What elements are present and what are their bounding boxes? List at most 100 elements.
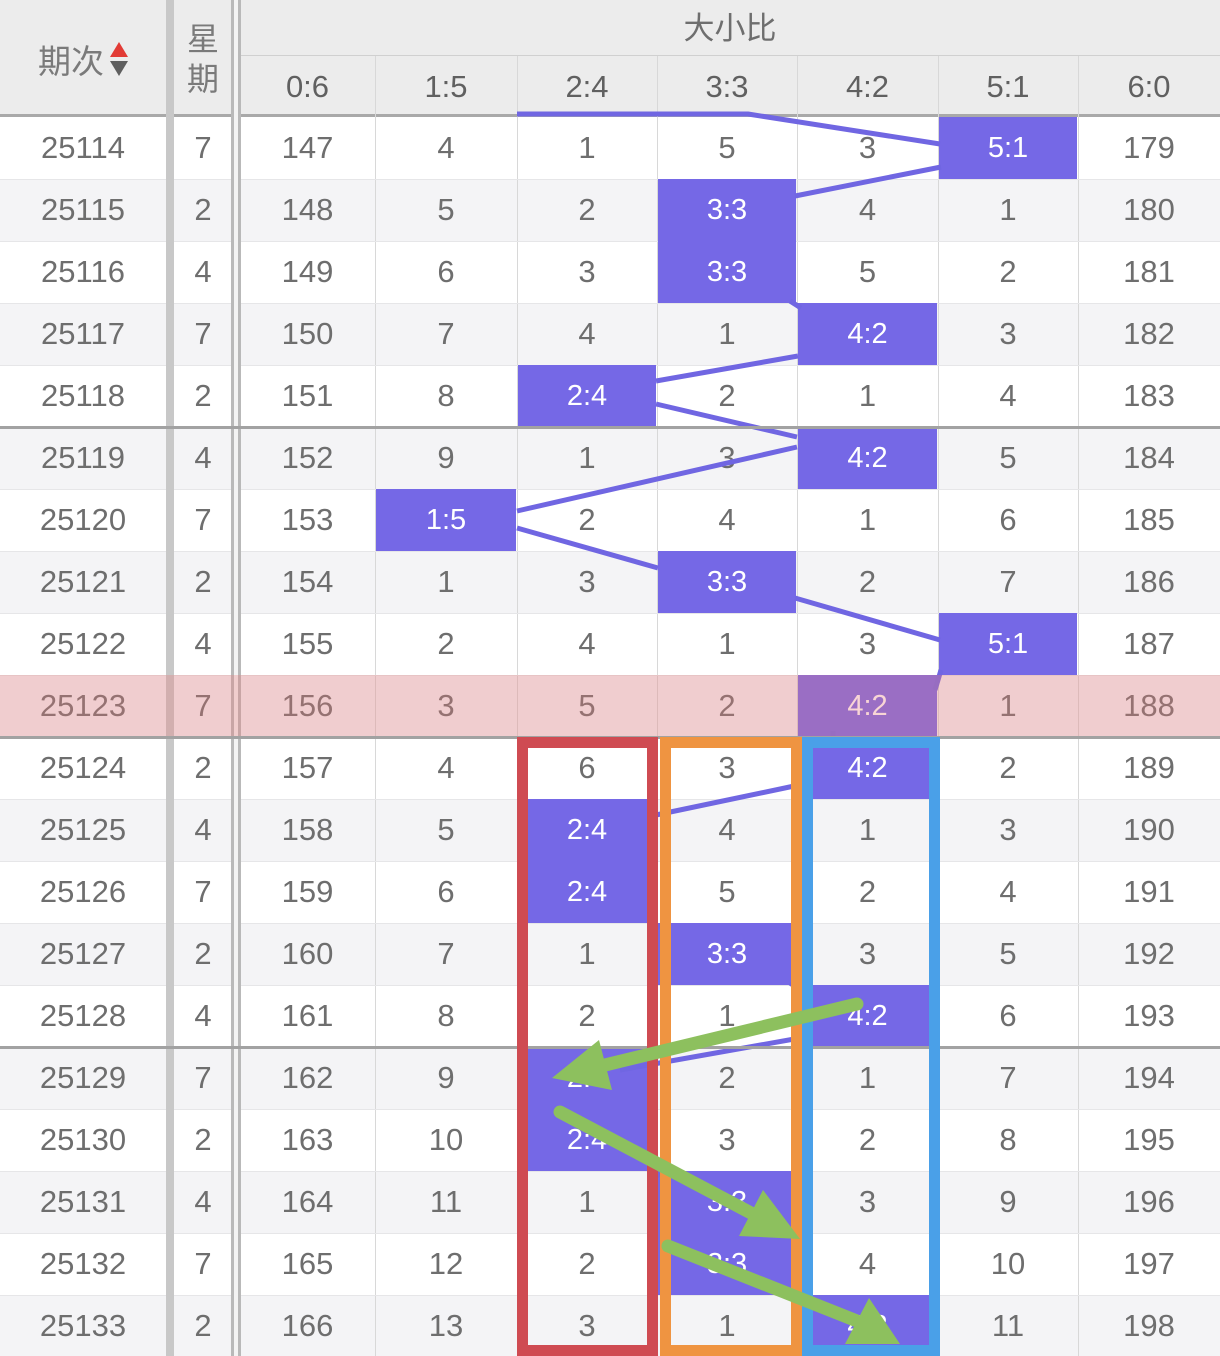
ratio-miss-cell: 2 bbox=[718, 688, 736, 723]
ratio-column-header-5:1[interactable]: 5:1 bbox=[986, 69, 1030, 104]
period-cell: 25131 bbox=[39, 1184, 127, 1219]
row-separator bbox=[0, 489, 1220, 490]
column-separator bbox=[1078, 56, 1079, 1356]
ratio-hit-cell: 4:2 bbox=[798, 427, 937, 489]
week-cell: 7 bbox=[194, 1246, 212, 1281]
ratio-miss-cell: 3 bbox=[718, 750, 736, 785]
ratio-miss-cell: 1 bbox=[858, 378, 877, 413]
sort-asc-icon[interactable] bbox=[110, 41, 128, 57]
week-cell: 4 bbox=[194, 440, 212, 475]
row-separator bbox=[0, 1233, 1220, 1234]
column-separator bbox=[517, 56, 518, 1356]
table-row: 25118 2 151 8 2 1 4 183 bbox=[0, 365, 1220, 427]
ratio-miss-cell: 5 bbox=[437, 192, 455, 227]
period-cell: 25118 bbox=[41, 378, 125, 413]
week-cell: 7 bbox=[194, 502, 212, 537]
ratio-miss-cell: 11 bbox=[991, 1308, 1025, 1343]
ratio-miss-cell: 164 bbox=[281, 1184, 334, 1219]
table-row: 25127 2 160 7 1 3 5 192 bbox=[0, 923, 1220, 985]
ratio-miss-cell: 165 bbox=[281, 1246, 334, 1281]
week-cell: 2 bbox=[194, 936, 212, 971]
frozen-column-double-divider bbox=[231, 0, 241, 1356]
ratio-miss-cell: 5 bbox=[999, 440, 1017, 475]
week-cell: 2 bbox=[194, 378, 212, 413]
ratio-miss-cell: 4 bbox=[999, 874, 1017, 909]
ratio-column-header-0:6[interactable]: 0:6 bbox=[285, 69, 330, 104]
ratio-miss-cell: 2 bbox=[578, 998, 596, 1033]
ratio-miss-cell: 3 bbox=[999, 316, 1017, 351]
ratio-miss-cell: 193 bbox=[1123, 998, 1175, 1033]
ratio-miss-cell: 1 bbox=[718, 316, 736, 351]
ratio-miss-cell: 4 bbox=[999, 378, 1017, 413]
ratio-column-header-4:2[interactable]: 4:2 bbox=[845, 69, 890, 104]
column-box-4:2 bbox=[802, 737, 940, 1356]
ratio-miss-cell: 5 bbox=[437, 812, 455, 847]
ratio-miss-cell: 147 bbox=[281, 130, 334, 165]
ratio-miss-cell: 162 bbox=[281, 1060, 334, 1095]
ratio-miss-cell: 2 bbox=[858, 874, 877, 909]
ratio-miss-cell: 1 bbox=[578, 440, 596, 475]
period-cell: 25128 bbox=[39, 998, 127, 1033]
ratio-column-header-6:0[interactable]: 6:0 bbox=[1127, 69, 1171, 104]
ratio-miss-cell: 191 bbox=[1123, 874, 1175, 909]
table-row: 25121 2 154 1 3 2 7 186 bbox=[0, 551, 1220, 613]
period-cell: 25127 bbox=[39, 936, 127, 971]
ratio-column-header-2:4[interactable]: 2:4 bbox=[565, 69, 609, 104]
column-separator bbox=[938, 56, 939, 1356]
row-separator bbox=[0, 241, 1220, 242]
ratio-miss-cell: 5 bbox=[718, 874, 736, 909]
selected-row-overlay bbox=[0, 675, 1220, 737]
ratio-miss-cell: 154 bbox=[281, 564, 334, 599]
ratio-miss-cell: 186 bbox=[1123, 564, 1175, 599]
period-sort-header[interactable]: 期次 bbox=[0, 0, 166, 117]
ratio-miss-cell: 1 bbox=[437, 564, 455, 599]
ratio-miss-cell: 2 bbox=[437, 626, 455, 661]
ratio-miss-cell: 3 bbox=[858, 130, 877, 165]
ratio-hit-cell: 2:4 bbox=[518, 861, 656, 923]
ratio-miss-cell: 11 bbox=[429, 1184, 463, 1219]
period-cell: 25121 bbox=[39, 564, 127, 599]
week-header-char-1: 星 bbox=[186, 20, 219, 57]
sort-desc-icon[interactable] bbox=[110, 60, 128, 76]
ratio-miss-cell: 4 bbox=[578, 316, 596, 351]
ratio-miss-cell: 197 bbox=[1123, 1246, 1175, 1281]
table-row: 25115 2 148 5 2 4 1 180 bbox=[0, 179, 1220, 241]
sort-icons[interactable] bbox=[110, 41, 128, 76]
ratio-miss-cell: 153 bbox=[281, 502, 334, 537]
ratio-miss-cell: 5 bbox=[718, 130, 736, 165]
ratio-hit-cell: 3:3 bbox=[658, 551, 796, 613]
ratio-miss-cell: 3 bbox=[578, 254, 596, 289]
column-separator bbox=[657, 56, 658, 1356]
ratio-hit-cell: 3:3 bbox=[658, 241, 796, 303]
ratio-miss-cell: 182 bbox=[1123, 316, 1175, 351]
ratio-miss-cell: 3 bbox=[578, 1308, 596, 1343]
ratio-miss-cell: 4 bbox=[858, 192, 877, 227]
ratio-miss-cell: 6 bbox=[578, 750, 596, 785]
row-separator bbox=[0, 179, 1220, 180]
week-cell: 4 bbox=[194, 1184, 212, 1219]
ratio-miss-cell: 161 bbox=[281, 998, 334, 1033]
ratio-column-header-3:3[interactable]: 3:3 bbox=[705, 69, 749, 104]
ratio-miss-cell: 2 bbox=[858, 564, 877, 599]
ratio-miss-cell: 150 bbox=[281, 316, 334, 351]
period-cell: 25119 bbox=[41, 440, 125, 475]
period-cell: 25125 bbox=[39, 812, 127, 847]
row-separator bbox=[0, 923, 1220, 924]
column-box-2:4 bbox=[517, 737, 658, 1356]
table-row: 25114 7 147 4 1 5 3 179 bbox=[0, 117, 1220, 179]
ratio-miss-cell: 10 bbox=[990, 1246, 1026, 1281]
ratio-miss-cell: 1 bbox=[718, 626, 736, 661]
week-cell: 2 bbox=[194, 1308, 212, 1343]
ratio-miss-cell: 2 bbox=[578, 192, 596, 227]
ratio-miss-cell: 4 bbox=[578, 626, 596, 661]
row-separator bbox=[0, 1295, 1220, 1296]
ratio-column-header-1:5[interactable]: 1:5 bbox=[424, 69, 468, 104]
frozen-column-divider bbox=[166, 0, 174, 1356]
week-cell: 4 bbox=[194, 812, 212, 847]
ratio-miss-cell: 196 bbox=[1123, 1184, 1175, 1219]
ratio-miss-cell: 3 bbox=[437, 688, 455, 723]
week-cell: 2 bbox=[194, 1122, 212, 1157]
period-cell: 25117 bbox=[41, 316, 125, 351]
ratio-miss-cell: 9 bbox=[437, 440, 455, 475]
